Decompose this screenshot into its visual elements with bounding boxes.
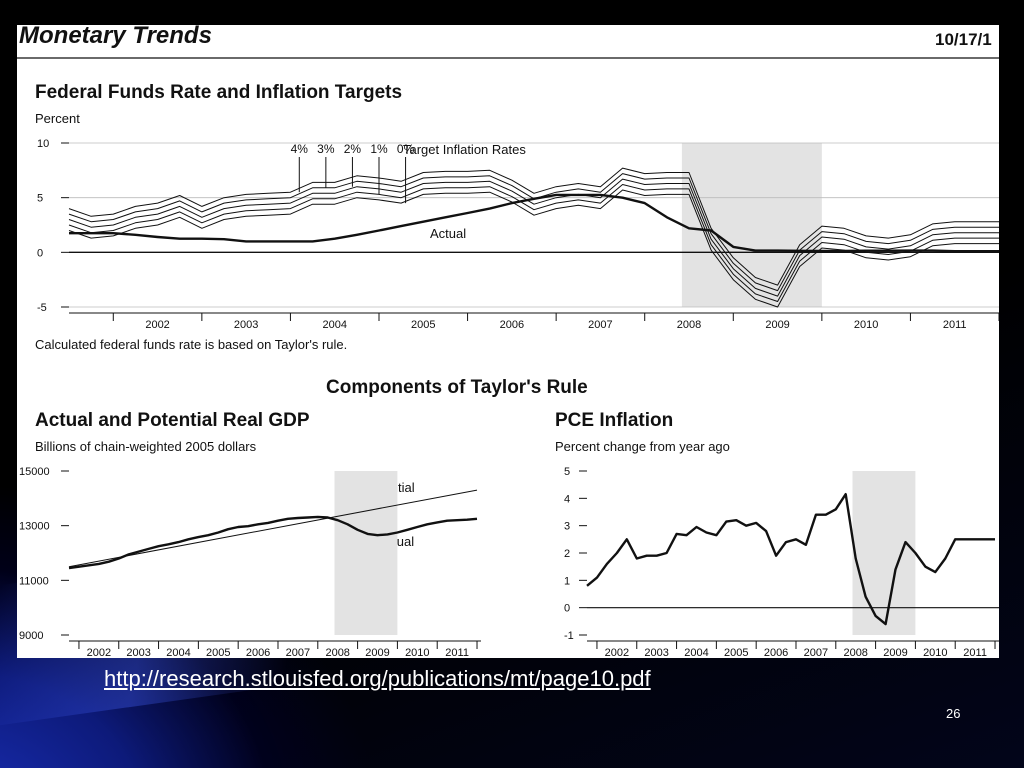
chart2-xtick-label: 2010 bbox=[405, 647, 429, 658]
slide-image-panel: Monetary Trends 10/17/1 Federal Funds Ra… bbox=[17, 25, 999, 658]
chart1-xtick-label: 2010 bbox=[854, 319, 878, 331]
chart1-xtick-label: 2011 bbox=[943, 319, 967, 331]
chart3-ytick-label: 3 bbox=[564, 521, 570, 533]
chart3-xtick-label: 2005 bbox=[724, 647, 748, 658]
chart1-ylabel: Percent bbox=[35, 111, 80, 126]
chart1-xtick-label: 2003 bbox=[234, 319, 258, 331]
chart1-target-rate-label: 0% bbox=[397, 142, 415, 156]
chart3-xtick-label: 2002 bbox=[605, 647, 629, 658]
chart1-note: Calculated federal funds rate is based o… bbox=[35, 337, 347, 352]
chart3-ytick-label: 1 bbox=[564, 575, 570, 587]
chart1-series-line-3 bbox=[68, 173, 999, 292]
chart2-xtick-label: 2004 bbox=[166, 647, 190, 658]
chart1-series-line-0 bbox=[68, 189, 999, 308]
charts-figure: Monetary Trends 10/17/1 Federal Funds Ra… bbox=[17, 25, 999, 658]
chart3-xtick-label: 2011 bbox=[963, 647, 987, 658]
chart1-plot: -5 0 5 10 2002 2003 2004 2005 2006 2007 2008 2009 20… bbox=[37, 138, 999, 331]
chart3-ytick-label: -1 bbox=[564, 630, 574, 642]
chart1-xtick-label: 2009 bbox=[765, 319, 789, 331]
chart1-series-line-4 bbox=[68, 167, 999, 286]
chart3-xtick-label: 2009 bbox=[883, 647, 907, 658]
chart1-ytick-label: 10 bbox=[37, 138, 49, 150]
chart3-recession-shade bbox=[852, 471, 916, 635]
chart1-target-rate-label: 4% bbox=[291, 142, 309, 156]
chart1-xtick-label: 2008 bbox=[677, 319, 701, 331]
chart2-xtick-label: 2003 bbox=[126, 647, 150, 658]
chart1-ytick-label: -5 bbox=[37, 302, 47, 314]
chart2-xtick-label: 2007 bbox=[286, 647, 310, 658]
source-link[interactable]: http://research.stlouisfed.org/publicati… bbox=[104, 666, 651, 691]
chart2-series-line-potential bbox=[68, 489, 478, 568]
chart1-xtick-label: 2006 bbox=[500, 319, 524, 331]
chart1-target-rate-label: 3% bbox=[317, 142, 335, 156]
chart2-ylabel: Billions of chain-weighted 2005 dollars bbox=[35, 439, 257, 454]
chart3-plot: -1 0 1 2 3 4 5 2002 2003 2004 2005 2006 2007 2008 2009… bbox=[564, 466, 999, 658]
chart2-plot: 9000 11000 13000 15000 2002 2003 2004 2005 2006 2… bbox=[19, 466, 481, 658]
chart3-xtick-label: 2010 bbox=[923, 647, 947, 658]
chart3-xtick-label: 2004 bbox=[684, 647, 708, 658]
page-number: 26 bbox=[946, 706, 961, 721]
chart2-ytick-label: 13000 bbox=[19, 521, 50, 533]
chart2-series-line-actual bbox=[68, 515, 478, 570]
chart2-xtick-label: 2002 bbox=[87, 647, 111, 658]
chart1-target-label: Target Inflation Rates bbox=[403, 142, 526, 157]
chart1-title: Federal Funds Rate and Inflation Targets bbox=[35, 82, 402, 103]
chart3-ytick-label: 4 bbox=[564, 493, 570, 505]
header-date: 10/17/1 bbox=[935, 30, 992, 49]
chart3-xtick-label: 2007 bbox=[804, 647, 828, 658]
chart1-xtick-label: 2005 bbox=[411, 319, 435, 331]
chart1-ytick-label: 0 bbox=[37, 247, 43, 259]
chart1-series-line-1 bbox=[68, 184, 999, 302]
chart3-xtick-label: 2003 bbox=[644, 647, 668, 658]
chart1-series-line-2 bbox=[68, 178, 999, 297]
chart1-target-rate-label: 1% bbox=[370, 142, 388, 156]
chart3-title: PCE Inflation bbox=[555, 410, 673, 431]
chart2-xtick-label: 2005 bbox=[206, 647, 230, 658]
chart2-ytick-label: 9000 bbox=[19, 630, 43, 642]
chart2-title: Actual and Potential Real GDP bbox=[35, 410, 310, 431]
chart1-ytick-label: 5 bbox=[37, 193, 43, 205]
chart1-xtick-label: 2002 bbox=[145, 319, 169, 331]
chart1-xtick-label: 2004 bbox=[322, 319, 346, 331]
chart2-xtick-label: 2006 bbox=[246, 647, 270, 658]
chart2-xtick-label: 2011 bbox=[445, 647, 469, 658]
chart3-ytick-label: 2 bbox=[564, 548, 570, 560]
chart2-ytick-label: 15000 bbox=[19, 466, 50, 478]
chart1-series-line-actual bbox=[69, 193, 999, 253]
components-title: Components of Taylor's Rule bbox=[326, 377, 588, 398]
chart2-xtick-label: 2008 bbox=[325, 647, 349, 658]
chart2-recession-shade bbox=[334, 471, 398, 635]
chart2-xtick-label: 2009 bbox=[365, 647, 389, 658]
chart3-ytick-label: 0 bbox=[564, 603, 570, 615]
chart3-series-line-pce bbox=[586, 493, 995, 626]
chart3-xtick-label: 2006 bbox=[764, 647, 788, 658]
chart1-actual-label: Actual bbox=[430, 226, 466, 241]
header-title: Monetary Trends bbox=[19, 25, 212, 49]
chart3-xtick-label: 2008 bbox=[843, 647, 867, 658]
chart3-ylabel: Percent change from year ago bbox=[555, 439, 730, 454]
chart1-xtick-label: 2007 bbox=[588, 319, 612, 331]
chart2-ytick-label: 11000 bbox=[19, 575, 49, 587]
chart3-ytick-label: 5 bbox=[564, 466, 570, 478]
chart1-target-rate-label: 2% bbox=[344, 142, 362, 156]
